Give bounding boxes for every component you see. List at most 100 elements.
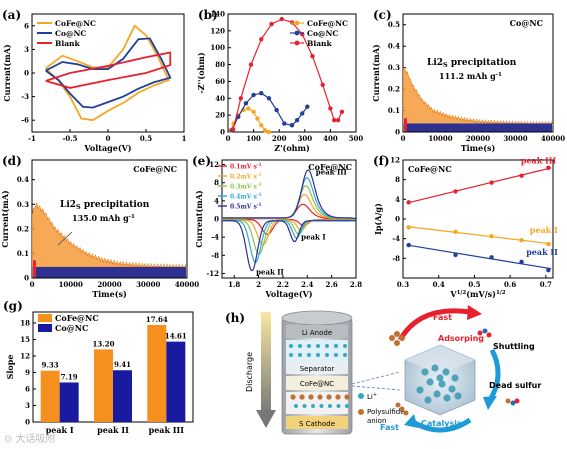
baseline-area-c (404, 123, 552, 132)
discharge-arrow-shaft (261, 312, 271, 412)
data-point-peak II (519, 259, 524, 264)
nyquist-point-Blank (269, 21, 274, 27)
panel-label-d: (d) (2, 154, 22, 168)
data-point-peak I (489, 234, 494, 239)
polysulfide-legend-label: Polysulfide (367, 408, 405, 416)
separator-label: Separator (300, 365, 335, 373)
li-ion-particle (336, 404, 341, 408)
panel-title-f: CoFe@NC (408, 164, 452, 174)
category-label-peak I: peak I (46, 425, 74, 435)
y-axis-label-g: Slope (5, 355, 15, 380)
li-ion-particle (345, 404, 349, 408)
x-tick-label-a: 1 (182, 134, 187, 143)
bar-value-CoFe@NC-peak II: 13.20 (93, 339, 115, 348)
li-ion-legend-label: Li+ (367, 392, 377, 401)
annotation-value-d: 135.0 mAh g-1 (72, 213, 135, 223)
nyquist-point-Blank (259, 37, 264, 42)
nyquist-point-Co@NC (251, 92, 256, 98)
y-tick-label-f: 8 (395, 175, 400, 184)
x-tick-label-e: 2.8 (350, 280, 362, 289)
polysulfide-molecule-top (389, 331, 405, 346)
y-tick-label-e: 0 (214, 215, 219, 224)
y-tick-label-g: 3 (25, 401, 30, 410)
cube-particle (424, 396, 432, 404)
legend-label-CoFe@NC: CoFe@NC (307, 19, 348, 28)
y-axis-label-d: Current(mA) (0, 190, 10, 248)
y-tick-label-g: 18 (20, 319, 30, 328)
x-tick-label-d: 20000 (97, 280, 121, 289)
data-point-peak I (519, 237, 524, 243)
initial-spike-d (33, 260, 36, 278)
polysulfide-particle (326, 394, 332, 400)
y-tick-label-g: 9 (25, 368, 30, 377)
li-ion-particle (294, 404, 298, 408)
x-tick-label-c: 10000 (428, 134, 452, 143)
li2s-area-d (32, 204, 187, 267)
fast-adsorb-arrow (397, 308, 471, 342)
bar-value-CoFe@NC-peak III: 17.64 (146, 315, 168, 324)
cube-particle (443, 394, 451, 402)
bar-CoFe@NC-peak II (94, 349, 113, 422)
bar-Co@NC-peak II (113, 370, 132, 422)
y-tick-label-b: 60 (215, 77, 225, 86)
li-ion-particle (289, 344, 293, 348)
legend-swatch-Co@NC (38, 324, 52, 332)
fast-label-bottom: Fast (380, 423, 399, 432)
panel-label-a: (a) (2, 8, 21, 22)
y-tick-label-c: 0 (395, 128, 400, 137)
y-tick-label-e: 12 (209, 160, 219, 169)
legend-label-Co@NC: Co@NC (55, 323, 88, 333)
ion-particles (289, 344, 350, 408)
y-axis-label-e: Current(mA) (194, 190, 204, 248)
panel-label-h: (h) (225, 311, 245, 325)
x-tick-label-c: 20000 (466, 134, 490, 143)
x-tick-label-e: 1.8 (228, 280, 240, 289)
polysulfide-particle (335, 394, 341, 400)
bar-CoFe@NC-peak I (40, 370, 60, 422)
annotation-c: Li2S precipitation (427, 58, 517, 69)
li-ion-particle (343, 353, 347, 357)
catalysis-label: Catalysis (421, 419, 462, 428)
nyquist-point-Blank (339, 109, 345, 114)
li-ion-particle (311, 404, 315, 408)
y-tick-label-g: 15 (20, 335, 30, 344)
y-tick-label-g: 0 (25, 418, 30, 427)
cv-curve-CoFe@NC (45, 24, 171, 122)
fit-line-peak III (406, 167, 552, 204)
x-axis-label-c: Time(s) (461, 143, 496, 153)
nyquist-point-Co@NC (305, 104, 310, 109)
panel-title-d: CoFe@NC (133, 164, 177, 174)
y-tick-label-e: -8 (211, 251, 219, 260)
polysulfide-legend-dot (358, 409, 364, 415)
y-tick-label-f: 0 (395, 215, 400, 224)
li-ion-particle (307, 353, 311, 357)
zoom-connector-top (351, 371, 401, 385)
polysulfide-molecule-bottom-right (505, 398, 520, 406)
x-axis-label-f: V1/2(mV/s)1/2 (449, 289, 505, 299)
polysulfide-particle (308, 394, 314, 400)
bar-value-Co@NC-peak III: 14.61 (165, 332, 187, 341)
legend-label-0.1mV s: 0.1mV s-1 (230, 162, 262, 170)
y-tick-label-f: -4 (392, 234, 400, 243)
nyquist-point-Co@NC (294, 118, 300, 123)
series-label-peak-II: peak II (526, 247, 558, 257)
legend-swatch-CoFe@NC (38, 314, 52, 322)
x-axis-label-e: Voltage(V) (264, 289, 312, 299)
cube-particles (416, 364, 462, 404)
series-label-peak-III: peak III (521, 155, 557, 165)
panel-title-c: Co@NC (510, 18, 543, 28)
data-point-peak II (546, 267, 551, 273)
nyquist-point-Co@NC (243, 101, 249, 106)
nyquist-point-Co@NC (289, 123, 295, 128)
y-tick-label-g: 12 (20, 352, 30, 361)
panel-label-g: (g) (3, 299, 23, 313)
li-ion-legend-dot (358, 393, 364, 399)
s-cathode-layer (286, 416, 348, 429)
scan-rate-curve-0.5mV s (222, 169, 357, 272)
li-ion-particle (334, 344, 338, 348)
x-tick-label-b: 500 (349, 134, 364, 143)
data-point-peak II (489, 255, 494, 260)
data-point-peak III (406, 200, 411, 205)
bar-value-CoFe@NC-peak I: 9.33 (42, 361, 59, 370)
li-ion-particle (343, 344, 347, 348)
